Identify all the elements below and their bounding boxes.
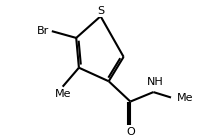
- Text: S: S: [97, 6, 104, 16]
- Text: Br: Br: [37, 26, 49, 36]
- Text: O: O: [126, 127, 135, 137]
- Text: Me: Me: [54, 89, 71, 99]
- Text: NH: NH: [146, 77, 163, 87]
- Text: Me: Me: [176, 92, 193, 102]
